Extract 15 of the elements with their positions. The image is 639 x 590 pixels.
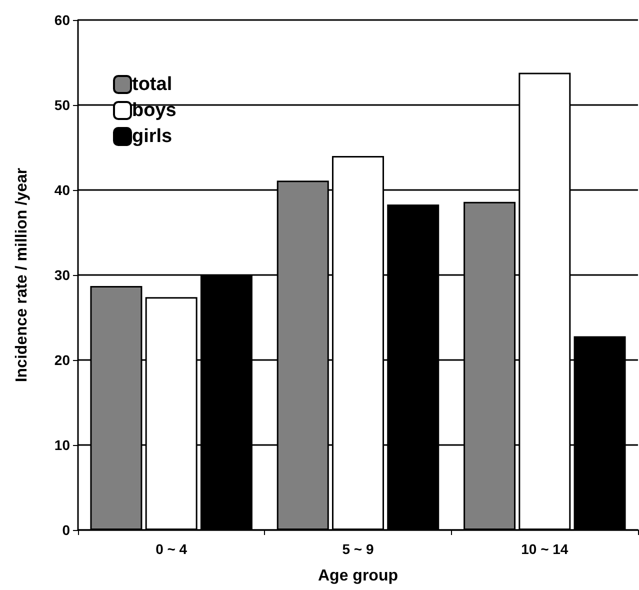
legend-label: boys <box>132 100 176 121</box>
y-axis-title: Incidence rate / million /year <box>14 168 30 382</box>
x-tick-label: 0 ~ 4 <box>156 541 188 557</box>
y-tick-label: 10 <box>54 437 70 453</box>
x-tick-label: 10 ~ 14 <box>521 541 568 557</box>
x-tick-label: 5 ~ 9 <box>342 541 374 557</box>
y-tick-label: 50 <box>54 97 70 113</box>
legend-label: girls <box>132 126 172 147</box>
y-tick-label: 30 <box>54 267 70 283</box>
y-tick-label: 40 <box>54 182 70 198</box>
legend-label: total <box>132 74 172 95</box>
y-tick-label: 0 <box>62 522 70 538</box>
x-axis-title: Age group <box>318 568 398 584</box>
y-tick-label: 60 <box>54 12 70 28</box>
y-tick-label: 20 <box>54 352 70 368</box>
